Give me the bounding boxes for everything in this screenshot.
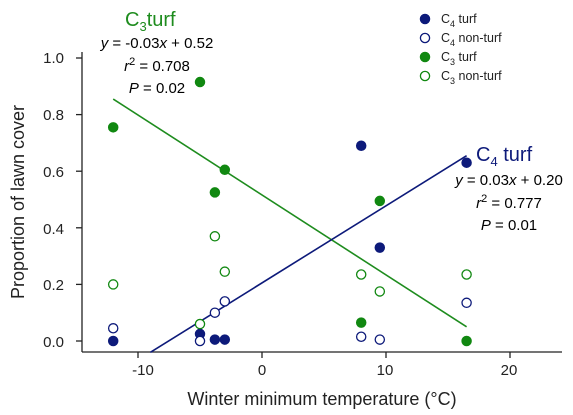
c4-nonturf-point <box>107 323 119 334</box>
legend-marker-c4-turf <box>419 13 431 25</box>
c3-turf-point <box>219 164 231 176</box>
c3-nonturf-point <box>107 279 119 290</box>
c3-nonturf-point <box>374 286 386 297</box>
c3-turf-point <box>461 335 472 347</box>
c3-fit-line <box>112 98 468 328</box>
c4-turf-point <box>461 157 472 168</box>
y-tick-label-4: 0.8 <box>43 107 64 124</box>
legend-marker-c3-nonturf <box>419 70 431 82</box>
c3-fit-p-value: P = 0.02 <box>129 80 185 97</box>
legend-label-c4-turf: C4 turf <box>441 12 477 29</box>
legend-marker-c4-nonturf <box>419 32 431 44</box>
x-tick-labels: -10 0 10 20 <box>132 362 517 379</box>
x-tick-label-3: 20 <box>501 362 518 379</box>
c3-nonturf-point <box>209 231 221 242</box>
c4-nonturf-point <box>219 296 231 307</box>
legend-label-c4-nonturf: C4 non-turf <box>441 31 502 48</box>
c4-fit-title: C4 turf <box>476 144 533 169</box>
c4-nonturf-point <box>461 297 472 309</box>
c3-fit-r-squared: r2 = 0.708 <box>124 56 190 75</box>
y-tick-labels: 0.0 0.2 0.4 0.6 0.8 1.0 <box>43 50 64 351</box>
c4-nonturf-point <box>374 334 386 345</box>
c3-nonturf-point <box>355 269 367 280</box>
y-tick-label-5: 1.0 <box>43 50 64 67</box>
legend-marker-c3-turf <box>419 51 431 63</box>
c3-turf-point <box>194 76 206 88</box>
x-tick-label-1: 0 <box>258 362 266 379</box>
c3-nonturf-point <box>194 318 206 330</box>
c3-fit-annotation: C3turf y = -0.03x + 0.52 r2 = 0.708 P = … <box>100 9 214 97</box>
c4-fit-r-squared: r2 = 0.777 <box>476 193 542 212</box>
legend-label-c3-turf: C3 turf <box>441 50 477 67</box>
y-tick-label-3: 0.6 <box>43 164 64 181</box>
c3-nonturf-point <box>219 266 231 277</box>
y-axis-label: Proportion of lawn cover <box>8 105 28 299</box>
c4-turf-point <box>209 334 221 345</box>
regression-lines <box>112 98 468 353</box>
c3-turf-point <box>209 187 221 198</box>
c4-turf-point <box>374 242 386 253</box>
c3-nonturf-point <box>461 269 472 280</box>
c3-turf-point <box>374 195 386 207</box>
c4-turf-point <box>219 334 231 345</box>
data-points <box>107 76 472 347</box>
legend-label-c3-nonturf: C3 non-turf <box>441 69 502 86</box>
y-tick-label-1: 0.2 <box>43 277 64 294</box>
c3-turf-point <box>107 122 119 133</box>
legend: C4 turf C4 non-turf C3 turf C3 non-turf <box>419 12 502 86</box>
c4-turf-point <box>355 140 367 151</box>
x-tick-label-0: -10 <box>132 362 154 379</box>
c4-fit-annotation: C4 turf y = 0.03x + 0.20 r2 = 0.777 P = … <box>454 144 563 234</box>
c4-turf-point <box>107 335 119 347</box>
x-tick-label-2: 10 <box>377 362 394 379</box>
y-tick-label-0: 0.0 <box>43 334 64 351</box>
c3-fit-equation: y = -0.03x + 0.52 <box>100 35 214 52</box>
c4-fit-p-value: P = 0.01 <box>481 217 537 234</box>
c4-nonturf-point <box>209 307 221 318</box>
c4-fit-equation: y = 0.03x + 0.20 <box>454 172 563 189</box>
c3-fit-title: C3turf <box>125 9 176 34</box>
tick-marks <box>76 57 511 358</box>
c4-nonturf-point <box>355 331 367 343</box>
y-tick-label-2: 0.4 <box>43 221 64 238</box>
c3-turf-point <box>355 317 367 328</box>
x-axis-label: Winter minimum temperature (°C) <box>187 389 456 409</box>
c4-fit-line <box>149 154 468 353</box>
c4-nonturf-point <box>194 335 206 347</box>
axes <box>76 52 562 358</box>
